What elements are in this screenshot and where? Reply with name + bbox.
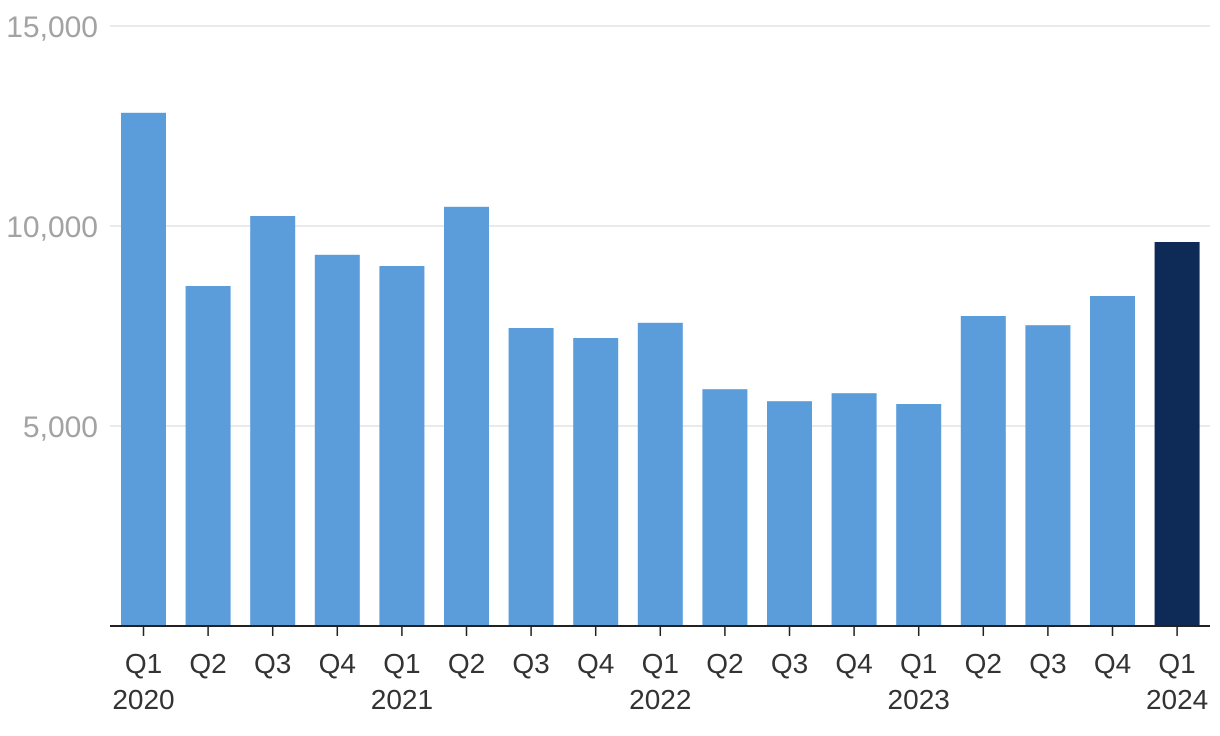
x-tick-label-quarter: Q2 [965, 648, 1002, 679]
bar [831, 393, 877, 626]
bar [121, 112, 166, 627]
bar [379, 266, 425, 626]
x-tick-label-quarter: Q4 [1094, 648, 1131, 679]
x-tick-label-quarter: Q2 [189, 648, 226, 679]
bar [1025, 325, 1071, 626]
bar [573, 338, 619, 626]
x-tick-label-year: 2024 [1146, 684, 1208, 715]
y-axis-tick-labels: 5,000 10,000 15,000 [6, 11, 98, 444]
bar [314, 254, 360, 627]
x-axis-ticks: Q1 Q2 Q3 Q4 Q1 Q2 Q3 Q4 Q1 Q2 Q3 Q4 Q1 Q2 Q3 Q4 Q1 2020 20… [112, 626, 1208, 715]
x-tick-label-quarter: Q1 [383, 648, 420, 679]
x-tick-label-quarter: Q3 [512, 648, 549, 679]
x-tick-label-quarter: Q1 [1158, 648, 1195, 679]
bar [508, 328, 554, 626]
bar [185, 286, 231, 626]
x-tick-label-year: 2021 [371, 684, 433, 715]
bar [250, 216, 296, 626]
bar [1090, 296, 1135, 626]
x-tick-label-quarter: Q1 [642, 648, 679, 679]
x-tick-label-quarter: Q1 [900, 648, 937, 679]
y-tick-label: 15,000 [6, 11, 98, 44]
x-tick-label-quarter: Q2 [706, 648, 743, 679]
bar [637, 322, 683, 626]
x-tick-label-quarter: Q4 [835, 648, 872, 679]
bar-highlighted [1154, 242, 1200, 626]
x-tick-label-year: 2022 [629, 684, 691, 715]
bar [702, 389, 748, 626]
y-tick-label: 5,000 [23, 411, 98, 444]
x-tick-label-quarter: Q3 [771, 648, 808, 679]
bar [896, 404, 942, 626]
x-tick-label-quarter: Q3 [254, 648, 291, 679]
x-tick-label-quarter: Q4 [577, 648, 614, 679]
x-tick-label-year: 2023 [888, 684, 950, 715]
bar [767, 401, 812, 626]
x-tick-label-quarter: Q3 [1029, 648, 1066, 679]
bars [121, 112, 1200, 627]
x-tick-label-year: 2020 [112, 684, 174, 715]
x-tick-label-quarter: Q2 [448, 648, 485, 679]
x-tick-label-quarter: Q4 [319, 648, 356, 679]
bar [444, 206, 489, 627]
bar [960, 316, 1006, 626]
y-tick-label: 10,000 [6, 211, 98, 244]
x-tick-label-quarter: Q1 [125, 648, 162, 679]
